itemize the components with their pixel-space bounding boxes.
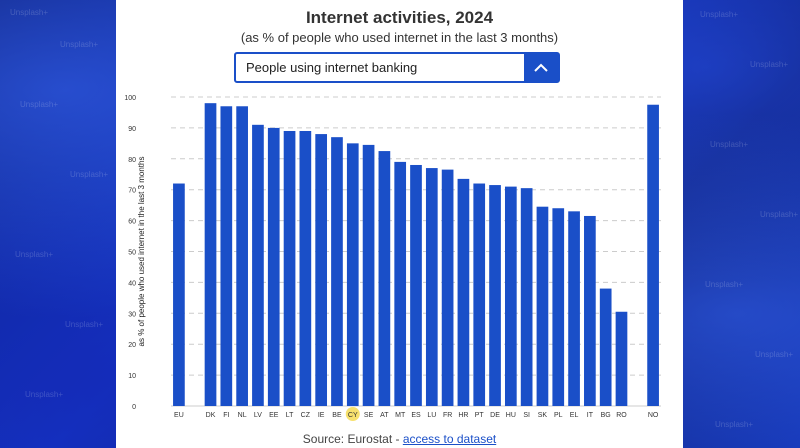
watermark-text: Unsplash+ — [20, 100, 59, 109]
bar — [315, 134, 328, 406]
y-tick-label: 70 — [128, 188, 136, 195]
x-tick-label: NL — [238, 412, 247, 419]
y-tick-label: 90 — [128, 126, 136, 133]
bar — [584, 215, 596, 406]
watermark-text: Unsplash+ — [755, 350, 794, 359]
x-tick-label: BE — [332, 412, 342, 419]
bar — [615, 311, 628, 406]
x-tick-label: DE — [490, 412, 500, 419]
chevron-up-icon — [534, 63, 548, 72]
bar — [425, 168, 438, 406]
bar — [489, 185, 501, 406]
x-tick-label: PL — [554, 412, 563, 419]
indicator-dropdown[interactable]: People using internet banking — [234, 52, 560, 83]
bar — [520, 188, 533, 406]
x-tick-label: DK — [206, 412, 216, 419]
dropdown-selected-value: People using internet banking — [246, 60, 418, 75]
x-tick-label: LV — [254, 412, 262, 419]
watermark-text: Unsplash+ — [25, 390, 64, 399]
x-tick-label: PT — [475, 412, 485, 419]
x-tick-label: SE — [364, 412, 374, 419]
x-tick-label: LU — [427, 412, 436, 419]
x-tick-label: EE — [269, 412, 279, 419]
y-tick-label: 30 — [128, 311, 136, 318]
bar — [473, 183, 486, 406]
y-axis-label: as % of people who used internet in the … — [137, 157, 146, 347]
bar — [331, 137, 343, 407]
bar — [568, 211, 580, 406]
x-tick-label: FR — [443, 412, 452, 419]
bar — [536, 206, 549, 406]
bar — [552, 208, 565, 406]
chart-panel: Internet activities, 2024 (as % of peopl… — [116, 0, 683, 448]
bar — [378, 151, 391, 406]
y-tick-label: 80 — [128, 157, 136, 164]
x-tick-label: EU — [174, 412, 184, 419]
y-tick-label: 0 — [132, 404, 136, 411]
x-tick-label: HR — [458, 412, 468, 419]
watermark-text: Unsplash+ — [715, 420, 754, 429]
chart-subtitle: (as % of people who used internet in the… — [240, 30, 559, 45]
dropdown-toggle-button[interactable] — [524, 54, 558, 81]
x-tick-label: SK — [538, 412, 548, 419]
x-tick-label: RO — [616, 412, 627, 419]
y-tick-label: 60 — [128, 219, 136, 226]
x-tick-label: NO — [648, 412, 659, 419]
watermark-text: Unsplash+ — [10, 8, 49, 17]
watermark-text: Unsplash+ — [760, 210, 799, 219]
y-tick-label: 50 — [128, 250, 136, 257]
y-tick-label: 20 — [128, 342, 136, 349]
x-tick-label: ES — [411, 412, 421, 419]
x-tick-label: IT — [587, 412, 594, 419]
x-tick-label: FI — [223, 412, 229, 419]
bar — [441, 169, 454, 406]
watermark-text: Unsplash+ — [750, 60, 789, 69]
bar — [504, 186, 517, 406]
bar — [204, 103, 217, 407]
bar — [599, 288, 612, 406]
bar — [362, 144, 375, 406]
y-tick-label: 10 — [128, 373, 136, 380]
x-tick-label: LT — [286, 412, 294, 419]
bar — [173, 183, 185, 406]
watermark-text: Unsplash+ — [710, 140, 749, 149]
watermark-text: Unsplash+ — [65, 320, 104, 329]
source-note: Source: Eurostat - access to dataset — [116, 432, 683, 446]
watermark-text: Unsplash+ — [70, 170, 109, 179]
watermark-text: Unsplash+ — [705, 280, 744, 289]
x-tick-label: CY — [348, 412, 358, 419]
x-tick-label: MT — [395, 412, 406, 419]
y-tick-label: 40 — [128, 280, 136, 287]
watermark-text: Unsplash+ — [60, 40, 99, 49]
bar — [346, 143, 359, 406]
bar-chart: 0 10 20 30 40 50 60 70 80 90 100 as % of people who… — [124, 95, 661, 421]
chart-title: Internet activities, 2024 — [305, 8, 494, 27]
bar — [299, 130, 312, 407]
highlight-marker — [345, 407, 360, 421]
x-tick-label: EL — [570, 412, 579, 419]
bar — [267, 127, 280, 407]
x-tick-label: AT — [380, 412, 389, 419]
x-tick-label: CZ — [301, 412, 311, 419]
source-prefix: Source: Eurostat - — [302, 432, 403, 446]
x-tick-label: BG — [601, 412, 611, 419]
watermark-text: Unsplash+ — [700, 10, 739, 19]
x-tick-label: IE — [318, 412, 325, 419]
bar — [457, 178, 470, 406]
x-tick-label: HU — [506, 412, 516, 419]
watermark-text: Unsplash+ — [15, 250, 54, 259]
bar — [394, 161, 407, 406]
dataset-link[interactable]: access to dataset — [402, 432, 497, 446]
bar — [236, 106, 248, 407]
bar — [647, 104, 659, 406]
bar — [252, 124, 264, 406]
y-tick-label: 100 — [124, 95, 136, 102]
bar — [220, 106, 233, 407]
bar — [410, 164, 422, 406]
x-tick-label: SI — [523, 412, 530, 419]
bar — [283, 130, 296, 407]
